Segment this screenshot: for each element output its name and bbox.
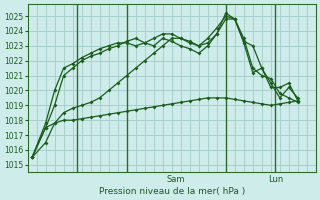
X-axis label: Pression niveau de la mer( hPa ): Pression niveau de la mer( hPa ) — [99, 187, 245, 196]
